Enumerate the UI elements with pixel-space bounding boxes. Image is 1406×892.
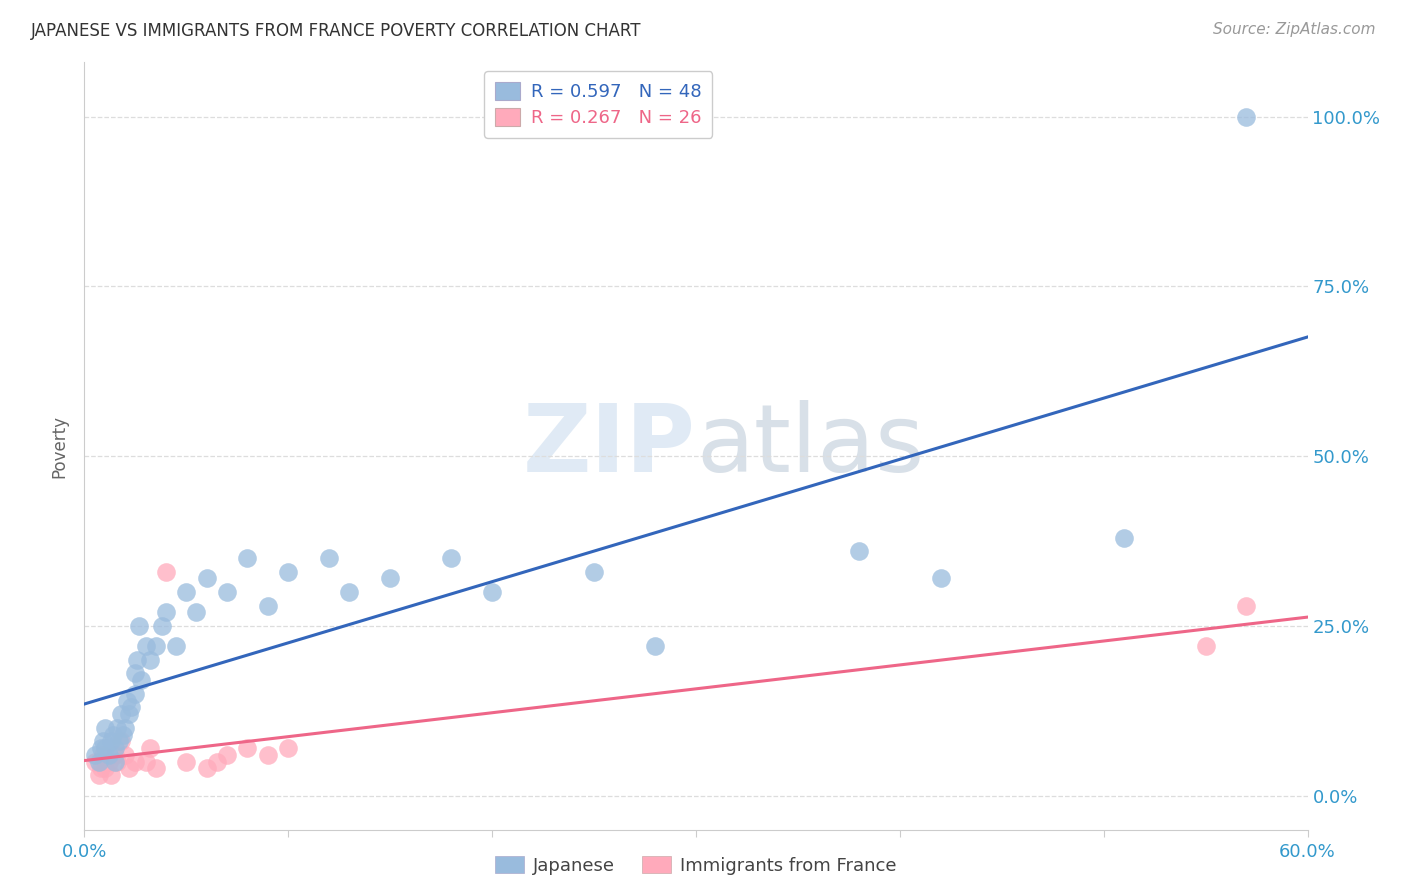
Point — [848, 544, 870, 558]
Point — [217, 747, 239, 762]
Point — [277, 741, 299, 756]
Point — [131, 673, 153, 688]
Legend: Japanese, Immigrants from France: Japanese, Immigrants from France — [488, 848, 904, 882]
Point — [380, 571, 402, 585]
Point — [104, 755, 127, 769]
Text: atlas: atlas — [696, 400, 924, 492]
Point — [186, 605, 208, 619]
Point — [644, 640, 666, 654]
Point — [174, 585, 197, 599]
Point — [174, 755, 197, 769]
Point — [100, 734, 122, 748]
Point — [93, 741, 115, 756]
Point — [145, 640, 167, 654]
Point — [128, 619, 150, 633]
Point — [236, 741, 259, 756]
Point — [87, 768, 110, 782]
Text: JAPANESE VS IMMIGRANTS FROM FRANCE POVERTY CORRELATION CHART: JAPANESE VS IMMIGRANTS FROM FRANCE POVER… — [31, 22, 641, 40]
Point — [155, 605, 177, 619]
Point — [104, 747, 127, 762]
Point — [440, 551, 463, 566]
Point — [101, 727, 124, 741]
Point — [257, 747, 280, 762]
Text: ZIP: ZIP — [523, 400, 696, 492]
Point — [114, 721, 136, 735]
Point — [115, 693, 138, 707]
Point — [112, 727, 135, 741]
Point — [100, 768, 122, 782]
Point — [97, 747, 120, 762]
Point — [90, 741, 112, 756]
Point — [135, 755, 157, 769]
Point — [138, 741, 160, 756]
Point — [481, 585, 503, 599]
Point — [110, 734, 132, 748]
Point — [108, 734, 131, 748]
Point — [83, 747, 105, 762]
Point — [1236, 110, 1258, 124]
Point — [155, 565, 177, 579]
Point — [257, 599, 280, 613]
Point — [205, 755, 228, 769]
Point — [90, 762, 112, 776]
Point — [217, 585, 239, 599]
Point — [91, 734, 114, 748]
Point — [83, 755, 105, 769]
Point — [124, 666, 146, 681]
Point — [165, 640, 187, 654]
Point — [236, 551, 259, 566]
Point — [124, 755, 146, 769]
Point — [120, 700, 142, 714]
Point — [135, 640, 157, 654]
Point — [124, 687, 146, 701]
Point — [127, 653, 149, 667]
Point — [277, 565, 299, 579]
Point — [195, 571, 218, 585]
Point — [318, 551, 340, 566]
Point — [114, 747, 136, 762]
Point — [118, 707, 141, 722]
Text: Source: ZipAtlas.com: Source: ZipAtlas.com — [1212, 22, 1375, 37]
Point — [195, 762, 218, 776]
Point — [104, 741, 127, 756]
Point — [1236, 599, 1258, 613]
Point — [583, 565, 606, 579]
Point — [93, 762, 115, 776]
Y-axis label: Poverty: Poverty — [51, 415, 69, 477]
Point — [339, 585, 361, 599]
Point — [1195, 640, 1218, 654]
Point — [87, 755, 110, 769]
Point — [105, 721, 128, 735]
Point — [929, 571, 952, 585]
Point — [150, 619, 173, 633]
Point — [138, 653, 160, 667]
Point — [93, 721, 115, 735]
Point — [91, 747, 114, 762]
Point — [110, 707, 132, 722]
Point — [105, 755, 128, 769]
Point — [145, 762, 167, 776]
Point — [97, 755, 120, 769]
Point — [1114, 531, 1136, 545]
Point — [118, 762, 141, 776]
